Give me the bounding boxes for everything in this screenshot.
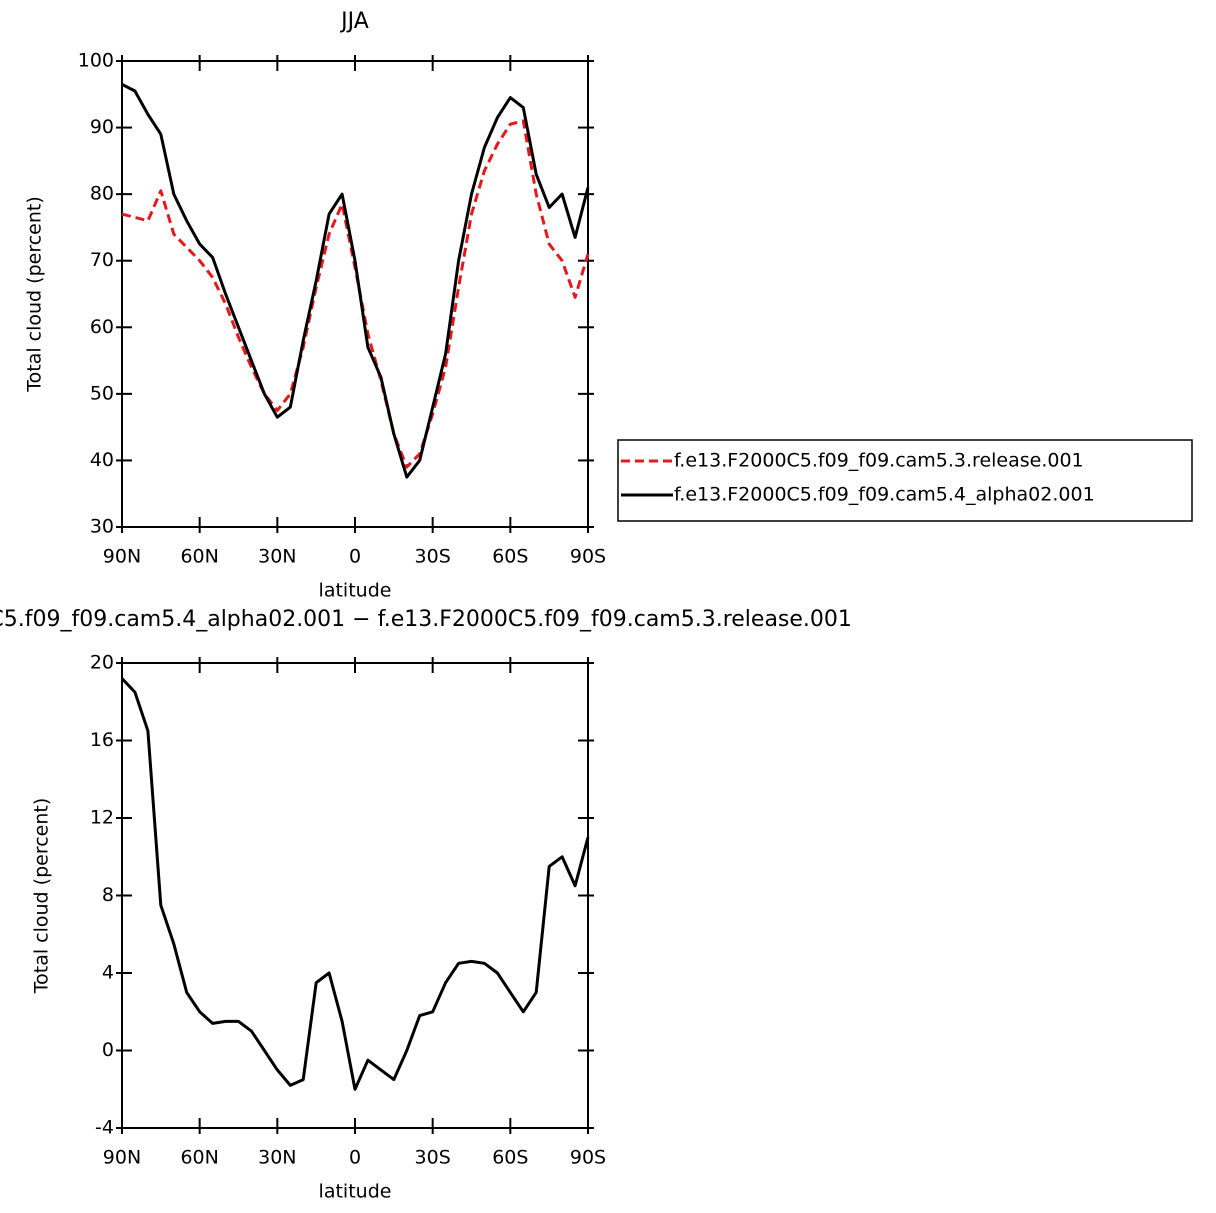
y-tick-label: 30 — [90, 516, 114, 538]
chart-title: f.e13.F2000C5.f09_f09.cam5.4_alpha02.001… — [0, 607, 852, 632]
y-tick-label: 12 — [90, 807, 114, 829]
x-tick-label: 0 — [349, 546, 361, 568]
plot-frame — [121, 662, 589, 1129]
y-axis-label: Total cloud (percent) — [24, 196, 46, 393]
y-tick-label: 90 — [90, 116, 114, 138]
chart-title: JJA — [339, 9, 369, 34]
y-tick-label: 50 — [90, 382, 114, 404]
data-line — [120, 677, 590, 1091]
x-tick-label: 60S — [492, 546, 528, 568]
data-line — [121, 119, 590, 469]
y-tick-label: 60 — [90, 316, 114, 338]
legend-label: f.e13.F2000C5.f09_f09.cam5.4_alpha02.001 — [674, 484, 1095, 506]
y-tick-label: 16 — [90, 729, 114, 751]
y-tick-label: -4 — [95, 1117, 114, 1139]
x-tick-label: 90N — [103, 1147, 141, 1169]
x-tick-label: 90S — [570, 1147, 606, 1169]
y-tick-label: 8 — [102, 884, 114, 906]
x-axis-label: latitude — [319, 580, 392, 602]
y-tick-label: 20 — [90, 652, 114, 674]
y-tick-label: 80 — [90, 183, 114, 205]
y-axis-label: Total cloud (percent) — [31, 798, 53, 995]
y-tick-label: 0 — [102, 1039, 114, 1061]
legend-box — [617, 439, 1193, 522]
x-axis-label: latitude — [319, 1181, 392, 1203]
legend-label: f.e13.F2000C5.f09_f09.cam5.3.release.001 — [674, 450, 1084, 472]
x-tick-label: 30S — [415, 546, 451, 568]
data-line — [121, 82, 590, 479]
x-tick-label: 0 — [349, 1147, 361, 1169]
plot-frame — [121, 60, 589, 528]
y-tick-label: 100 — [78, 50, 114, 72]
x-tick-label: 90S — [570, 546, 606, 568]
x-tick-label: 60N — [180, 1147, 218, 1169]
y-tick-label: 70 — [90, 249, 114, 271]
x-tick-label: 30S — [415, 1147, 451, 1169]
y-tick-label: 4 — [102, 962, 114, 984]
x-tick-label: 30N — [258, 1147, 296, 1169]
x-tick-label: 30N — [258, 546, 296, 568]
x-tick-label: 90N — [103, 546, 141, 568]
x-tick-label: 60N — [180, 546, 218, 568]
y-tick-label: 40 — [90, 449, 114, 471]
x-tick-label: 60S — [492, 1147, 528, 1169]
